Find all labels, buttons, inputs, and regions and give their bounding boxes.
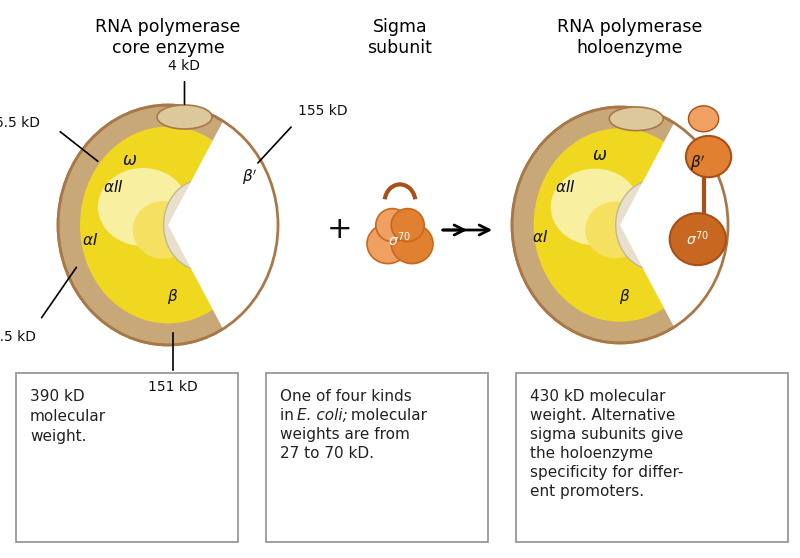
FancyBboxPatch shape xyxy=(516,373,788,542)
Text: sigma subunits give: sigma subunits give xyxy=(530,427,683,442)
Text: $\alpha$II: $\alpha$II xyxy=(554,179,575,195)
Ellipse shape xyxy=(391,209,424,242)
Ellipse shape xyxy=(670,213,726,265)
Ellipse shape xyxy=(391,224,433,263)
Text: 36.5 kD: 36.5 kD xyxy=(0,330,36,344)
Ellipse shape xyxy=(376,209,409,242)
Ellipse shape xyxy=(157,105,212,129)
Text: ent promoters.: ent promoters. xyxy=(530,484,644,499)
Ellipse shape xyxy=(133,201,194,259)
Text: $\omega$: $\omega$ xyxy=(593,146,607,164)
Text: $\omega$: $\omega$ xyxy=(122,151,138,169)
Text: 430 kD molecular: 430 kD molecular xyxy=(530,389,666,404)
Ellipse shape xyxy=(80,127,256,324)
Text: 155 kD: 155 kD xyxy=(298,104,348,118)
Text: 390 kD
molecular
weight.: 390 kD molecular weight. xyxy=(30,389,106,444)
Ellipse shape xyxy=(616,180,694,270)
Text: $\alpha$I: $\alpha$I xyxy=(82,232,98,248)
Text: 27 to 70 kD.: 27 to 70 kD. xyxy=(280,446,374,461)
Text: weight. Alternative: weight. Alternative xyxy=(530,408,675,423)
FancyBboxPatch shape xyxy=(266,373,488,542)
Ellipse shape xyxy=(686,136,731,177)
Ellipse shape xyxy=(586,201,645,258)
Ellipse shape xyxy=(512,107,728,343)
Text: RNA polymerase
core enzyme: RNA polymerase core enzyme xyxy=(95,18,241,57)
Ellipse shape xyxy=(163,180,243,271)
Text: $\sigma^{70}$: $\sigma^{70}$ xyxy=(389,230,411,249)
Ellipse shape xyxy=(689,106,718,132)
Text: $\beta$: $\beta$ xyxy=(619,287,630,306)
Text: $\alpha$II: $\alpha$II xyxy=(102,179,123,195)
Ellipse shape xyxy=(98,168,188,246)
Text: $\beta'$: $\beta'$ xyxy=(690,153,706,173)
FancyBboxPatch shape xyxy=(16,373,238,542)
Text: in: in xyxy=(280,408,298,423)
Ellipse shape xyxy=(58,105,278,345)
Ellipse shape xyxy=(610,107,663,131)
Text: specificity for differ-: specificity for differ- xyxy=(530,465,683,480)
Text: $\beta'$: $\beta'$ xyxy=(242,167,258,187)
Text: 36.5 kD: 36.5 kD xyxy=(0,116,40,130)
Text: 151 kD: 151 kD xyxy=(148,380,198,394)
Text: Sigma
subunit: Sigma subunit xyxy=(367,18,433,57)
Wedge shape xyxy=(620,116,744,335)
Wedge shape xyxy=(168,113,294,336)
Ellipse shape xyxy=(550,169,639,246)
Text: One of four kinds: One of four kinds xyxy=(280,389,412,404)
Ellipse shape xyxy=(534,128,706,322)
Wedge shape xyxy=(168,113,294,336)
Text: $\beta$: $\beta$ xyxy=(167,287,178,306)
Text: $\sigma^{70}$: $\sigma^{70}$ xyxy=(686,230,710,248)
Text: E. coli;: E. coli; xyxy=(297,408,348,423)
Ellipse shape xyxy=(367,224,409,263)
Text: the holoenzyme: the holoenzyme xyxy=(530,446,653,461)
Text: weights are from: weights are from xyxy=(280,427,410,442)
Wedge shape xyxy=(620,116,744,335)
Text: +: + xyxy=(327,215,353,244)
Text: $\alpha$I: $\alpha$I xyxy=(532,229,548,245)
Text: RNA polymerase
holoenzyme: RNA polymerase holoenzyme xyxy=(558,18,702,57)
Text: molecular: molecular xyxy=(346,408,427,423)
Text: 4 kD: 4 kD xyxy=(169,59,201,73)
